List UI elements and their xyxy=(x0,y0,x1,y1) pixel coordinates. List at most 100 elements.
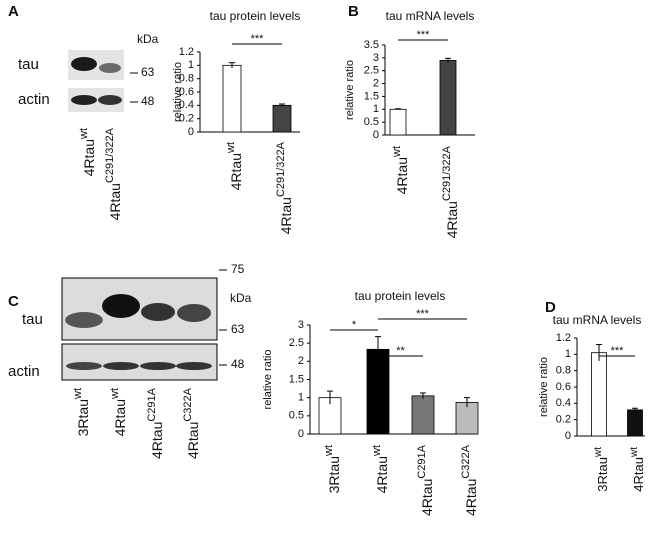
y-tick-label: 0.2 xyxy=(556,414,571,426)
category-label: 4RtauC291A xyxy=(146,387,165,459)
category-superscript: wt xyxy=(391,146,403,158)
category-name: 3Rtau xyxy=(75,399,91,436)
significance-label: * xyxy=(352,319,357,331)
panel-letter: D xyxy=(545,299,556,316)
blot-label: actin xyxy=(18,91,50,108)
blot-label: actin xyxy=(8,363,40,380)
category-label: 4RtauC291/322A xyxy=(104,127,123,220)
y-axis-label: relative ratio xyxy=(172,62,184,122)
y-tick-label: 0 xyxy=(565,430,571,442)
y-tick-label: 0.8 xyxy=(179,73,194,85)
category-label: 4Rtauwt xyxy=(391,146,410,194)
category-label: 4Rtauwt xyxy=(109,388,128,436)
category-superscript: C322A xyxy=(182,387,194,421)
category-label: 3Rtauwt xyxy=(593,447,611,492)
category-name: 4Rtau xyxy=(107,183,123,220)
category-label: 4Rtauwt xyxy=(78,128,97,176)
category-name: 3Rtau xyxy=(326,456,342,493)
category-name: 4Rtau xyxy=(228,153,244,190)
error-bar xyxy=(375,336,381,363)
y-tick-label: 2.5 xyxy=(364,65,379,77)
category-superscript: wt xyxy=(109,388,121,400)
category-name: 4Rtau xyxy=(374,456,390,493)
category-superscript: wt xyxy=(629,447,640,458)
y-axis-label: relative ratio xyxy=(344,60,356,120)
category-name: 4Rtau xyxy=(81,139,97,176)
category-label: 4Rtauwt xyxy=(629,447,647,492)
bar xyxy=(455,401,479,435)
y-tick-label: 0.4 xyxy=(179,99,194,111)
category-superscript: C291/322A xyxy=(104,127,116,183)
category-label: 4Rtauwt xyxy=(225,142,244,190)
category-superscript: wt xyxy=(78,128,90,140)
y-tick-label: 0.2 xyxy=(179,113,194,125)
y-tick-label: 1 xyxy=(188,59,194,71)
category-superscript: wt xyxy=(72,388,84,400)
y-tick-label: 1.2 xyxy=(556,332,571,344)
y-tick-label: 2 xyxy=(298,355,304,367)
category-name: 4Rtau xyxy=(149,422,165,459)
category-superscript: C291A xyxy=(146,387,158,421)
y-tick-label: 3.5 xyxy=(364,39,379,51)
chart-title: tau protein levels xyxy=(210,9,301,23)
category-name: 4Rtau xyxy=(185,422,201,459)
category-superscript: C291/322A xyxy=(441,145,453,201)
bar xyxy=(591,352,607,437)
error-bar xyxy=(596,344,602,361)
kda-label: kDa xyxy=(230,291,252,305)
significance-label: *** xyxy=(417,29,431,41)
category-name: 4Rtau xyxy=(394,157,410,194)
y-tick-label: 1.2 xyxy=(179,46,194,58)
y-tick-label: 0.6 xyxy=(179,86,194,98)
category-name: 4Rtau xyxy=(463,479,479,516)
kda-label: kDa xyxy=(137,32,159,46)
blot-c-image xyxy=(61,269,227,381)
bar xyxy=(411,395,435,435)
panel-letter: A xyxy=(8,3,19,20)
chart-title: tau mRNA levels xyxy=(386,9,475,23)
y-tick-label: 0.4 xyxy=(556,397,571,409)
size-marker: 48 xyxy=(231,357,245,371)
y-axis-label: relative ratio xyxy=(262,350,274,410)
y-tick-label: 0 xyxy=(188,126,194,138)
y-tick-label: 2.5 xyxy=(289,337,304,349)
error-bar xyxy=(327,390,333,405)
y-tick-label: 0.6 xyxy=(556,381,571,393)
category-superscript: wt xyxy=(593,447,604,458)
y-tick-label: 0 xyxy=(298,428,304,440)
y-tick-label: 1.5 xyxy=(364,90,379,102)
y-tick-label: 1 xyxy=(565,348,571,360)
size-marker: 48 xyxy=(141,94,155,108)
size-marker: 63 xyxy=(141,65,155,79)
category-label: 4RtauC291/322A xyxy=(441,145,460,238)
error-bar xyxy=(229,62,235,68)
error-bar xyxy=(632,407,638,412)
significance-label: *** xyxy=(416,308,430,320)
y-tick-label: 0 xyxy=(373,129,379,141)
significance-label: *** xyxy=(251,33,265,45)
y-tick-label: 3 xyxy=(298,319,304,331)
error-bar xyxy=(279,103,285,107)
category-label: 4RtauC291A xyxy=(416,444,435,516)
y-tick-label: 2 xyxy=(373,77,379,89)
bar xyxy=(222,64,242,133)
category-label: 4RtauC322A xyxy=(182,387,201,459)
category-label: 4RtauC322A xyxy=(460,444,479,516)
y-tick-label: 1 xyxy=(298,392,304,404)
category-superscript: C322A xyxy=(460,444,472,478)
y-tick-label: 1 xyxy=(373,103,379,115)
category-name: 3Rtau xyxy=(595,457,610,492)
size-marker: 63 xyxy=(231,322,245,336)
size-marker: 75 xyxy=(231,262,245,276)
bar xyxy=(272,104,292,133)
blot-label: tau xyxy=(22,311,43,328)
bar xyxy=(439,60,457,136)
category-label: 4Rtauwt xyxy=(371,445,390,493)
bar xyxy=(627,409,643,437)
panel-letter: C xyxy=(8,293,19,310)
y-tick-label: 0.5 xyxy=(364,116,379,128)
category-superscript: wt xyxy=(371,445,383,457)
error-bar xyxy=(420,392,426,399)
blot-label: tau xyxy=(18,56,39,73)
